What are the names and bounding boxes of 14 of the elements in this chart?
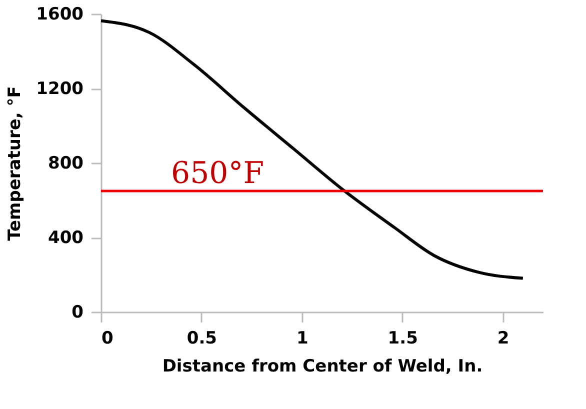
x-tick-label: 2	[497, 328, 510, 348]
x-tick-label: 0	[102, 328, 114, 348]
y-tick-label: 800	[48, 154, 84, 174]
x-tick-label: 1	[296, 328, 308, 348]
y-tick-label: 1200	[36, 79, 84, 99]
y-tick-label: 1600	[36, 4, 84, 24]
y-tick-label: 400	[48, 228, 84, 248]
x-axis-title: Distance from Center of Weld, In.	[162, 356, 483, 376]
y-tick-label: 0	[72, 302, 84, 322]
line-series	[100, 19, 524, 280]
y-axis-title: Temperature, °F	[5, 86, 26, 241]
x-tick-label: 1.5	[388, 328, 418, 348]
x-tick-label: 0.5	[186, 328, 218, 348]
ref-line-label: 650°F	[171, 156, 264, 191]
